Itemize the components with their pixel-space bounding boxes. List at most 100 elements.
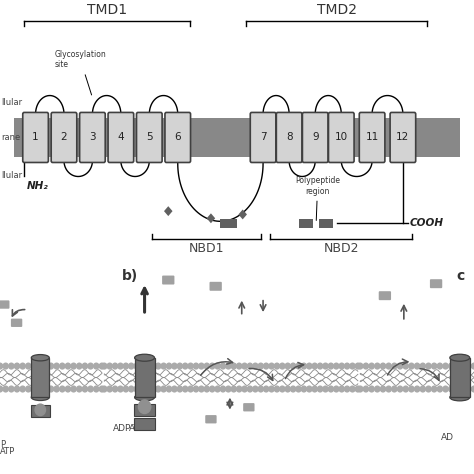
FancyBboxPatch shape [134, 418, 155, 430]
Circle shape [380, 386, 386, 392]
Text: 2: 2 [61, 132, 67, 143]
Circle shape [460, 363, 465, 369]
Circle shape [166, 363, 172, 369]
Circle shape [134, 363, 139, 369]
Bar [14, 118, 460, 157]
Circle shape [172, 363, 177, 369]
Circle shape [43, 363, 48, 369]
Circle shape [301, 363, 307, 369]
Circle shape [397, 386, 403, 392]
Text: 3: 3 [89, 132, 96, 143]
Circle shape [188, 363, 193, 369]
Circle shape [328, 363, 334, 369]
Text: ATP: ATP [0, 447, 15, 456]
Circle shape [48, 363, 54, 369]
Circle shape [242, 386, 247, 392]
Circle shape [88, 386, 93, 392]
Text: 11: 11 [365, 132, 379, 143]
Circle shape [296, 386, 301, 392]
Circle shape [465, 386, 471, 392]
Text: llular: llular [1, 172, 22, 181]
Circle shape [20, 363, 25, 369]
Circle shape [210, 363, 215, 369]
Circle shape [37, 386, 42, 392]
Circle shape [215, 386, 220, 392]
Circle shape [426, 363, 431, 369]
Circle shape [43, 386, 48, 392]
Bar [220, 219, 237, 228]
FancyBboxPatch shape [23, 112, 48, 163]
Circle shape [345, 386, 350, 392]
Polygon shape [238, 210, 247, 219]
Circle shape [323, 386, 328, 392]
Circle shape [269, 386, 274, 392]
Circle shape [357, 363, 363, 369]
Circle shape [172, 386, 177, 392]
Circle shape [339, 363, 344, 369]
Circle shape [285, 363, 291, 369]
Circle shape [204, 363, 210, 369]
Circle shape [307, 386, 312, 392]
Text: 4: 4 [118, 132, 124, 143]
Circle shape [188, 386, 193, 392]
Text: 9: 9 [312, 132, 319, 143]
Circle shape [386, 363, 392, 369]
Text: NBD1: NBD1 [189, 242, 224, 255]
Circle shape [274, 386, 280, 392]
Circle shape [161, 386, 166, 392]
Circle shape [414, 386, 420, 392]
Circle shape [150, 363, 155, 369]
Circle shape [448, 363, 454, 369]
Circle shape [356, 386, 361, 392]
Circle shape [318, 363, 323, 369]
Circle shape [432, 386, 437, 392]
Circle shape [118, 386, 123, 392]
Circle shape [9, 363, 14, 369]
Circle shape [280, 386, 285, 392]
FancyBboxPatch shape [210, 282, 222, 291]
Circle shape [99, 363, 104, 369]
FancyBboxPatch shape [302, 112, 328, 163]
Circle shape [60, 386, 65, 392]
Text: 6: 6 [174, 132, 181, 143]
Circle shape [31, 363, 36, 369]
Circle shape [35, 404, 46, 416]
Circle shape [182, 386, 188, 392]
Text: Polypeptide
region: Polypeptide region [295, 176, 340, 220]
Circle shape [258, 363, 264, 369]
FancyBboxPatch shape [31, 405, 50, 418]
Circle shape [226, 386, 231, 392]
Circle shape [312, 386, 317, 392]
Circle shape [285, 386, 291, 392]
Ellipse shape [450, 394, 470, 401]
Circle shape [107, 386, 112, 392]
Circle shape [199, 363, 204, 369]
Circle shape [94, 363, 99, 369]
Circle shape [356, 363, 361, 369]
Circle shape [193, 386, 199, 392]
Text: b): b) [122, 269, 138, 283]
Circle shape [128, 386, 134, 392]
Circle shape [112, 386, 118, 392]
Circle shape [426, 386, 431, 392]
Text: P: P [0, 440, 5, 449]
Circle shape [420, 386, 426, 392]
Text: NBD2: NBD2 [324, 242, 359, 255]
Circle shape [345, 363, 350, 369]
FancyBboxPatch shape [51, 112, 77, 163]
Circle shape [296, 363, 301, 369]
Circle shape [94, 386, 99, 392]
Circle shape [88, 363, 93, 369]
Text: Glycosylation
site: Glycosylation site [55, 50, 106, 95]
Ellipse shape [31, 355, 49, 361]
Polygon shape [164, 206, 173, 216]
FancyBboxPatch shape [390, 112, 416, 163]
Circle shape [357, 386, 363, 392]
Circle shape [247, 363, 253, 369]
Circle shape [437, 386, 443, 392]
Bar [299, 219, 313, 228]
Circle shape [443, 386, 448, 392]
Text: llular: llular [1, 98, 22, 107]
FancyBboxPatch shape [328, 112, 354, 163]
Text: TMD1: TMD1 [87, 3, 127, 17]
